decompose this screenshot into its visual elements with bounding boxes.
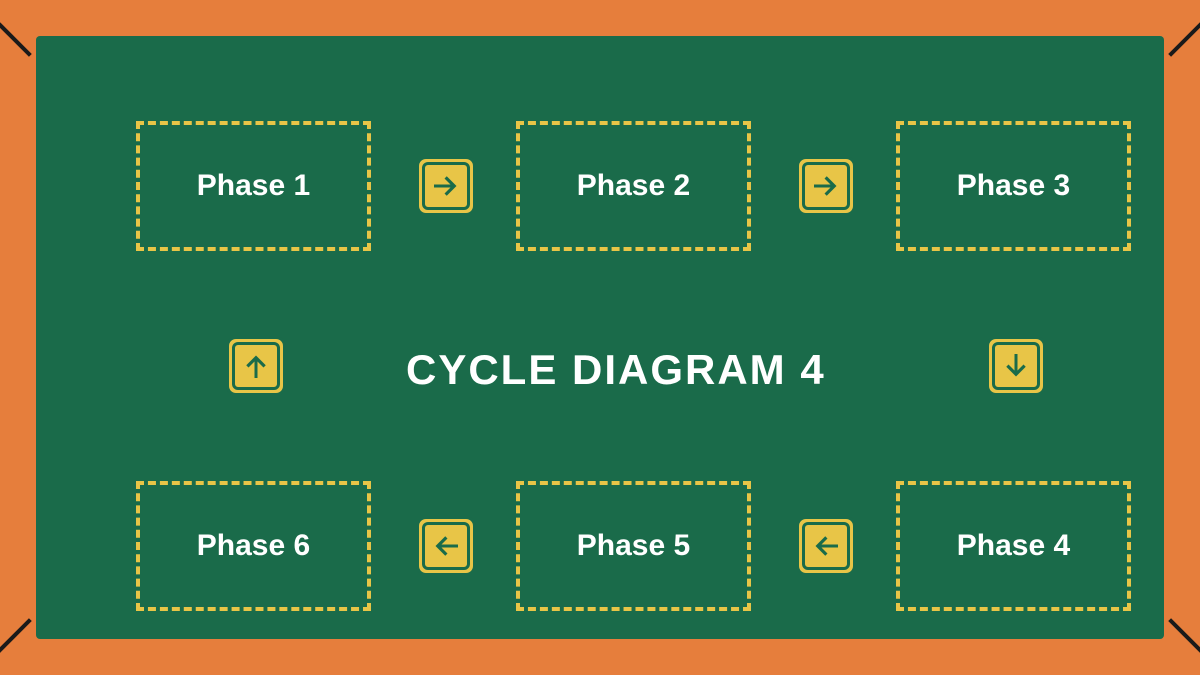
phase-box-3: Phase 3 (896, 121, 1131, 251)
phase-label: Phase 5 (577, 529, 690, 563)
phase-label: Phase 6 (197, 529, 310, 563)
corner-decoration (0, 618, 32, 656)
phase-box-5: Phase 5 (516, 481, 751, 611)
arrow-right-icon (416, 156, 476, 216)
phase-label: Phase 2 (577, 169, 690, 203)
corner-decoration (1168, 19, 1200, 57)
phase-label: Phase 1 (197, 169, 310, 203)
phase-box-6: Phase 6 (136, 481, 371, 611)
arrow-up-icon (226, 336, 286, 396)
corner-decoration (1168, 618, 1200, 656)
phase-box-1: Phase 1 (136, 121, 371, 251)
phase-label: Phase 4 (957, 529, 1070, 563)
arrow-left-icon (416, 516, 476, 576)
arrow-right-icon (796, 156, 856, 216)
title-text: CYCLE DIAGRAM 4 (406, 346, 826, 393)
arrow-down-icon (986, 336, 1046, 396)
phase-box-4: Phase 4 (896, 481, 1131, 611)
arrow-left-icon (796, 516, 856, 576)
phase-box-2: Phase 2 (516, 121, 751, 251)
diagram-title: CYCLE DIAGRAM 4 (406, 346, 826, 394)
phase-label: Phase 3 (957, 169, 1070, 203)
corner-decoration (0, 19, 32, 57)
chalkboard: Phase 1 Phase 2 Phase 3 Phase 4 Phase 5 … (36, 36, 1164, 639)
